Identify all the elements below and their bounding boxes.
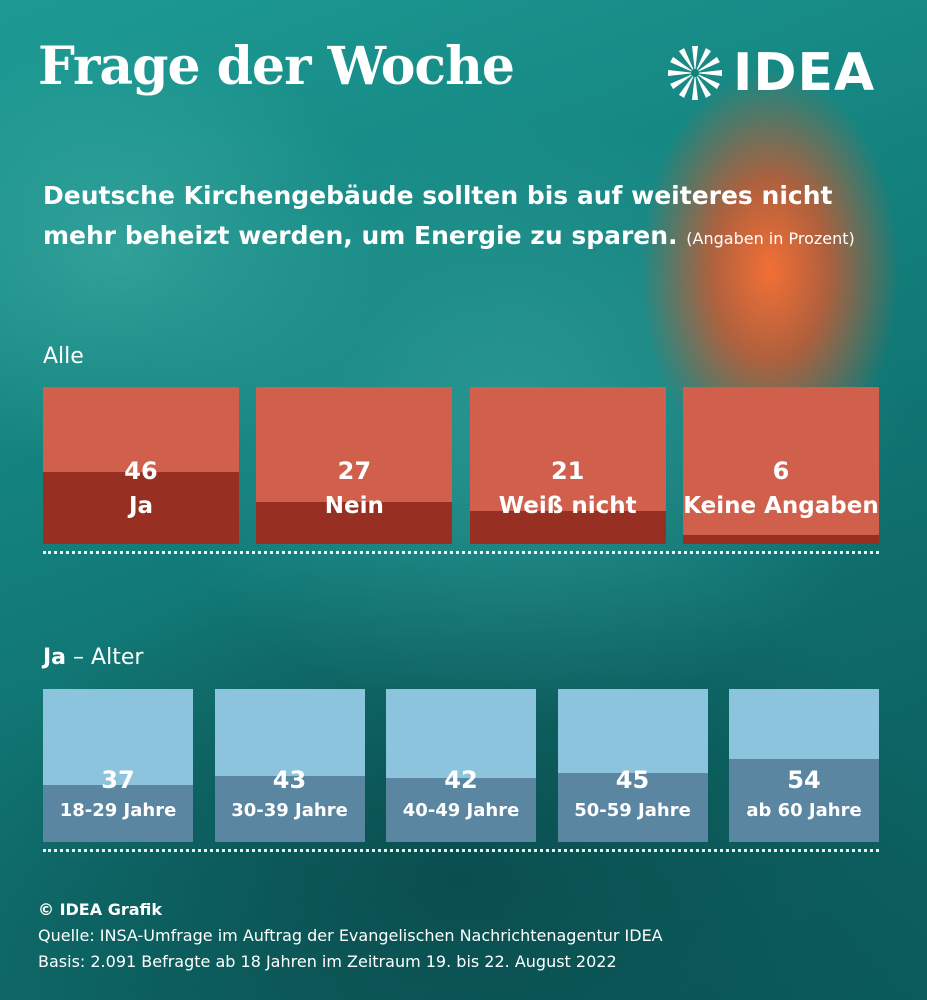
- age-group-label: 18-29 Jahre: [59, 800, 177, 821]
- section-label-all: Alle: [43, 344, 84, 369]
- footer-source: Quelle: INSA-Umfrage im Auftrag der Evan…: [38, 926, 663, 945]
- section-label-age-dash: –: [73, 645, 85, 670]
- age-group-bar: [214, 776, 365, 842]
- all-respondents-bar: [469, 511, 666, 544]
- all-respondents-bar: [683, 534, 879, 544]
- age-group-bar: [386, 777, 536, 842]
- question-unit-note: (Angaben in Prozent): [686, 229, 855, 248]
- age-group-box: 54 ab 60 Jahre: [729, 689, 879, 842]
- all-respondents-label: Nein: [324, 493, 384, 519]
- page-title: Frage der Woche: [38, 36, 515, 97]
- all-respondents-bar: [256, 501, 453, 544]
- all-respondents-label: Ja: [128, 493, 154, 519]
- section-label-age-bold: Ja: [43, 645, 67, 670]
- all-respondents-bar: [43, 471, 239, 544]
- age-group-box: 43 30-39 Jahre: [214, 689, 365, 842]
- age-group-value: 45: [615, 766, 650, 794]
- all-respondents-box: 21 Weiß nicht: [469, 387, 666, 544]
- logo-wordmark: IDEA: [733, 43, 876, 103]
- age-group-box: 37 18-29 Jahre: [43, 689, 193, 842]
- age-group-box: 42 40-49 Jahre: [386, 689, 536, 842]
- all-respondents-value: 27: [337, 457, 372, 485]
- idea-star-icon: [668, 46, 722, 100]
- dotted-divider-2: [43, 849, 879, 852]
- all-respondents-box: 6 Keine Angaben: [683, 387, 879, 544]
- question-text: Deutsche Kirchengebäude sollten bis auf …: [43, 181, 833, 250]
- all-respondents-value: 21: [550, 457, 585, 485]
- idea-logo: IDEA: [665, 43, 890, 103]
- all-respondents-box: 27 Nein: [256, 387, 453, 544]
- age-group-value: 54: [787, 766, 821, 794]
- section-label-age: Ja – Alter: [43, 645, 143, 670]
- age-group-bar: [43, 785, 193, 842]
- age-group-bar: [557, 773, 708, 842]
- age-group-label: 40-49 Jahre: [402, 800, 520, 821]
- all-respondents-box: 46 Ja: [43, 387, 239, 544]
- footer-credit: © IDEA Grafik: [38, 900, 163, 919]
- section-label-age-rest: Alter: [91, 645, 144, 670]
- all-respondents-label: Weiß nicht: [498, 493, 637, 519]
- age-group-label: ab 60 Jahre: [746, 800, 862, 821]
- all-respondents-value: 6: [772, 457, 790, 485]
- age-group-value: 43: [272, 766, 307, 794]
- age-group-box: 45 50-59 Jahre: [557, 689, 708, 842]
- age-group-value: 42: [444, 766, 478, 794]
- age-group-value: 37: [101, 766, 135, 794]
- all-respondents-value: 46: [124, 457, 158, 485]
- survey-question: Deutsche Kirchengebäude sollten bis auf …: [43, 176, 903, 259]
- age-group-label: 50-59 Jahre: [574, 800, 691, 821]
- all-respondents-label: Keine Angaben: [683, 493, 879, 519]
- footer-basis: Basis: 2.091 Befragte ab 18 Jahren im Ze…: [38, 952, 617, 971]
- dotted-divider-1: [43, 551, 879, 554]
- age-group-bar: [729, 759, 879, 842]
- age-group-label: 30-39 Jahre: [231, 800, 348, 821]
